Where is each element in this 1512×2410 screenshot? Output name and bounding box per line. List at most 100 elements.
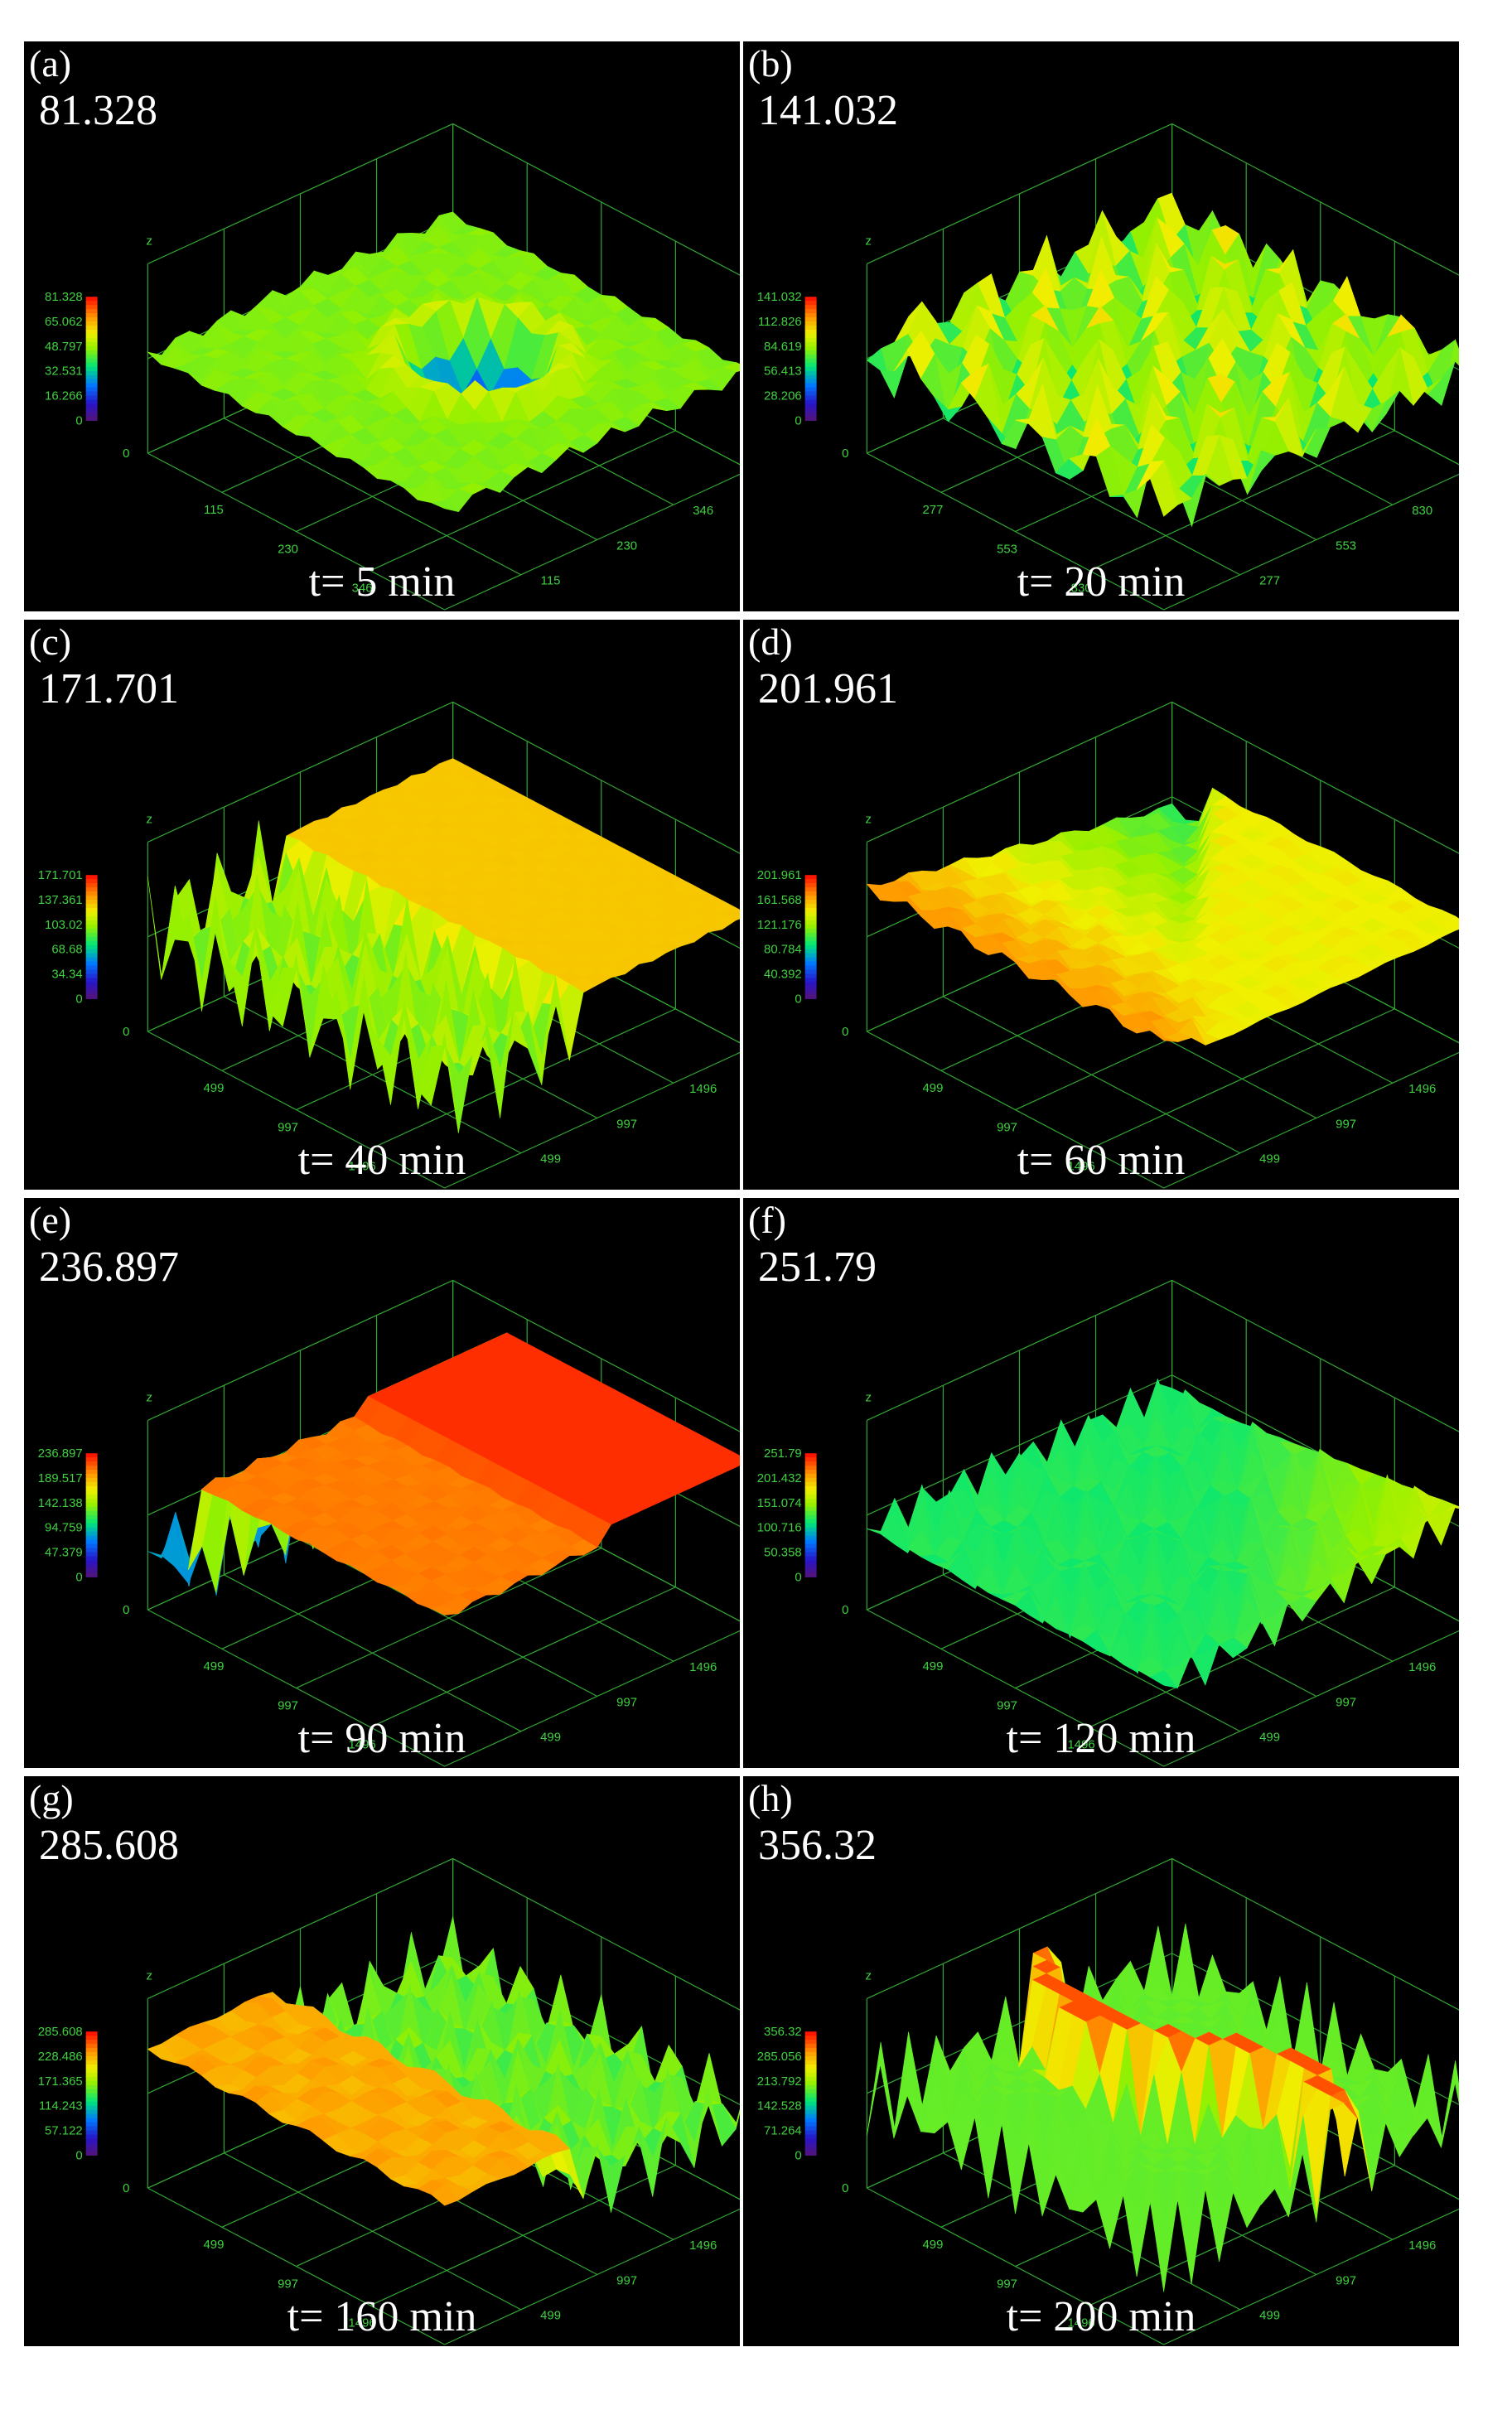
color-legend: 236.897 189.517 142.138 94.759 47.379 0 <box>38 1446 98 1584</box>
color-legend: 285.608 228.486 171.365 114.243 57.122 0 <box>38 2025 98 2162</box>
z-tick-label: 0 <box>842 2181 848 2195</box>
panel-label: (a) <box>29 42 72 85</box>
max-height-label: 285.608 <box>39 1822 179 1869</box>
y-tick-label: 997 <box>1336 1117 1356 1131</box>
panel-b: 27755383011062775538301106070.516141.032… <box>742 40 1461 613</box>
legend-tick-label: 0 <box>795 992 801 1006</box>
legend-tick-label: 171.701 <box>38 868 83 882</box>
y-tick-label: 277 <box>1259 574 1280 588</box>
surface-facet <box>1150 460 1178 517</box>
figure-grid: 115230346461115230346461040.66481.328xz8… <box>22 40 1461 2351</box>
legend-tick-label: 0 <box>75 413 82 427</box>
legend-tick-label: 40.392 <box>764 967 802 981</box>
panel-label: (g) <box>29 1777 74 1819</box>
legend-tick-label: 16.266 <box>45 389 83 403</box>
surface-plot-h: 49999714961994499997149619940178.16356.3… <box>757 1857 1459 2345</box>
time-label: t= 20 min <box>1017 558 1186 606</box>
y-tick-label: 1496 <box>689 1082 717 1096</box>
legend-tick-label: 0 <box>795 1570 801 1584</box>
legend-tick-label: 201.432 <box>757 1471 802 1485</box>
surface-facet <box>430 2183 459 2206</box>
z-axis-name: z <box>866 1969 872 1983</box>
legend-tick-label: 47.379 <box>45 1545 83 1559</box>
color-legend: 141.032 112.826 84.619 56.413 28.206 0 <box>757 290 817 427</box>
color-legend: 81.328 65.062 48.797 32.531 16.266 0 <box>45 290 98 427</box>
panel-g: 49999714961994499997149619940142.804285.… <box>22 1775 742 2348</box>
max-height-label: 81.328 <box>39 87 157 134</box>
surface-plot-d: 49999714961994499997149619940100.98201.9… <box>757 701 1459 1189</box>
color-legend: 356.32 285.056 213.792 142.528 71.264 0 <box>757 2025 817 2162</box>
time-label: t= 200 min <box>1006 2293 1196 2340</box>
y-tick-label: 499 <box>540 1731 561 1745</box>
surface-mesh <box>866 192 1459 528</box>
legend-tick-label: 103.02 <box>45 918 83 932</box>
x-tick-label: 1496 <box>1068 2316 1095 2330</box>
surface-mesh <box>147 211 740 513</box>
max-height-label: 171.701 <box>39 665 179 712</box>
legend-tick-label: 0 <box>75 1570 82 1584</box>
panel-a: 115230346461115230346461040.66481.328xz8… <box>22 40 742 613</box>
y-tick-label: 1496 <box>1408 1660 1436 1674</box>
z-tick-label: 0 <box>123 1025 129 1039</box>
y-tick-label: 997 <box>616 2273 637 2287</box>
legend-tick-label: 189.517 <box>38 1471 83 1485</box>
legend-tick-label: 137.361 <box>38 893 83 907</box>
x-tick-label: 997 <box>278 1698 298 1712</box>
legend-tick-label: 236.897 <box>38 1446 83 1461</box>
surface-mesh <box>147 1332 740 1616</box>
x-tick-label: 1496 <box>1068 1738 1095 1752</box>
x-tick-label: 1496 <box>349 1738 376 1752</box>
x-tick-label: 499 <box>203 2238 224 2252</box>
surface-facet <box>430 500 459 513</box>
legend-tick-label: 114.243 <box>39 2099 83 2113</box>
time-label: t= 160 min <box>287 2293 477 2340</box>
z-tick-label: 0 <box>842 1603 848 1617</box>
legend-tick-label: 81.328 <box>45 290 83 304</box>
surface-mesh <box>147 1916 740 2213</box>
panel-label: (b) <box>748 42 793 85</box>
time-label: t= 120 min <box>1006 1715 1196 1762</box>
y-tick-label: 997 <box>616 1695 637 1709</box>
color-legend: 201.961 161.568 121.176 80.784 40.392 0 <box>757 868 817 1006</box>
legend-tick-label: 112.826 <box>758 315 802 329</box>
x-tick-label: 499 <box>922 1081 943 1095</box>
color-legend: 251.79 201.432 151.074 100.716 50.358 0 <box>757 1446 817 1584</box>
x-tick-label: 499 <box>203 1081 224 1095</box>
y-tick-label: 997 <box>1336 1695 1356 1709</box>
y-tick-label: 553 <box>1336 539 1356 553</box>
legend-tick-label: 285.608 <box>38 2025 83 2039</box>
max-height-label: 251.79 <box>758 1244 877 1291</box>
legend-tick-label: 28.206 <box>764 389 802 403</box>
legend-tick-label: 228.486 <box>38 2050 83 2064</box>
panel-label: (c) <box>29 621 72 663</box>
time-label: t= 60 min <box>1017 1137 1186 1184</box>
y-tick-label: 1496 <box>689 2239 717 2253</box>
legend-tick-label: 32.531 <box>45 365 83 379</box>
legend-tick-label: 0 <box>75 992 82 1006</box>
z-tick-label: 0 <box>842 1025 848 1039</box>
x-tick-label: 553 <box>997 542 1017 556</box>
legend-tick-label: 142.528 <box>757 2099 802 2113</box>
z-tick-label: 0 <box>123 1603 129 1617</box>
legend-tick-label: 0 <box>795 2148 801 2162</box>
x-tick-label: 499 <box>922 1659 943 1673</box>
max-height-label: 201.961 <box>758 665 898 712</box>
x-tick-label: 997 <box>997 1698 1017 1712</box>
legend-tick-label: 0 <box>75 2148 82 2162</box>
surface-mesh <box>867 1378 1459 1689</box>
surface-facet <box>1149 1669 1179 1689</box>
x-tick-label: 1496 <box>1068 1160 1095 1174</box>
legend-tick-label: 71.264 <box>764 2123 802 2137</box>
z-axis-name: z <box>147 1391 152 1405</box>
y-tick-label: 346 <box>693 504 713 518</box>
y-tick-label: 499 <box>1259 2309 1280 2323</box>
time-label: t= 40 min <box>297 1137 466 1184</box>
surface-plot-e: 49999714961994499997149619940118.448236.… <box>38 1279 740 1767</box>
z-axis-name: z <box>147 1969 152 1983</box>
legend-tick-label: 213.792 <box>757 2074 802 2089</box>
x-tick-label: 997 <box>997 1120 1017 1134</box>
x-tick-label: 346 <box>352 582 373 596</box>
x-tick-label: 1496 <box>349 1160 376 1174</box>
time-label: t= 5 min <box>308 558 456 606</box>
surface-plot-b: 27755383011062775538301106070.516141.032… <box>757 123 1459 611</box>
